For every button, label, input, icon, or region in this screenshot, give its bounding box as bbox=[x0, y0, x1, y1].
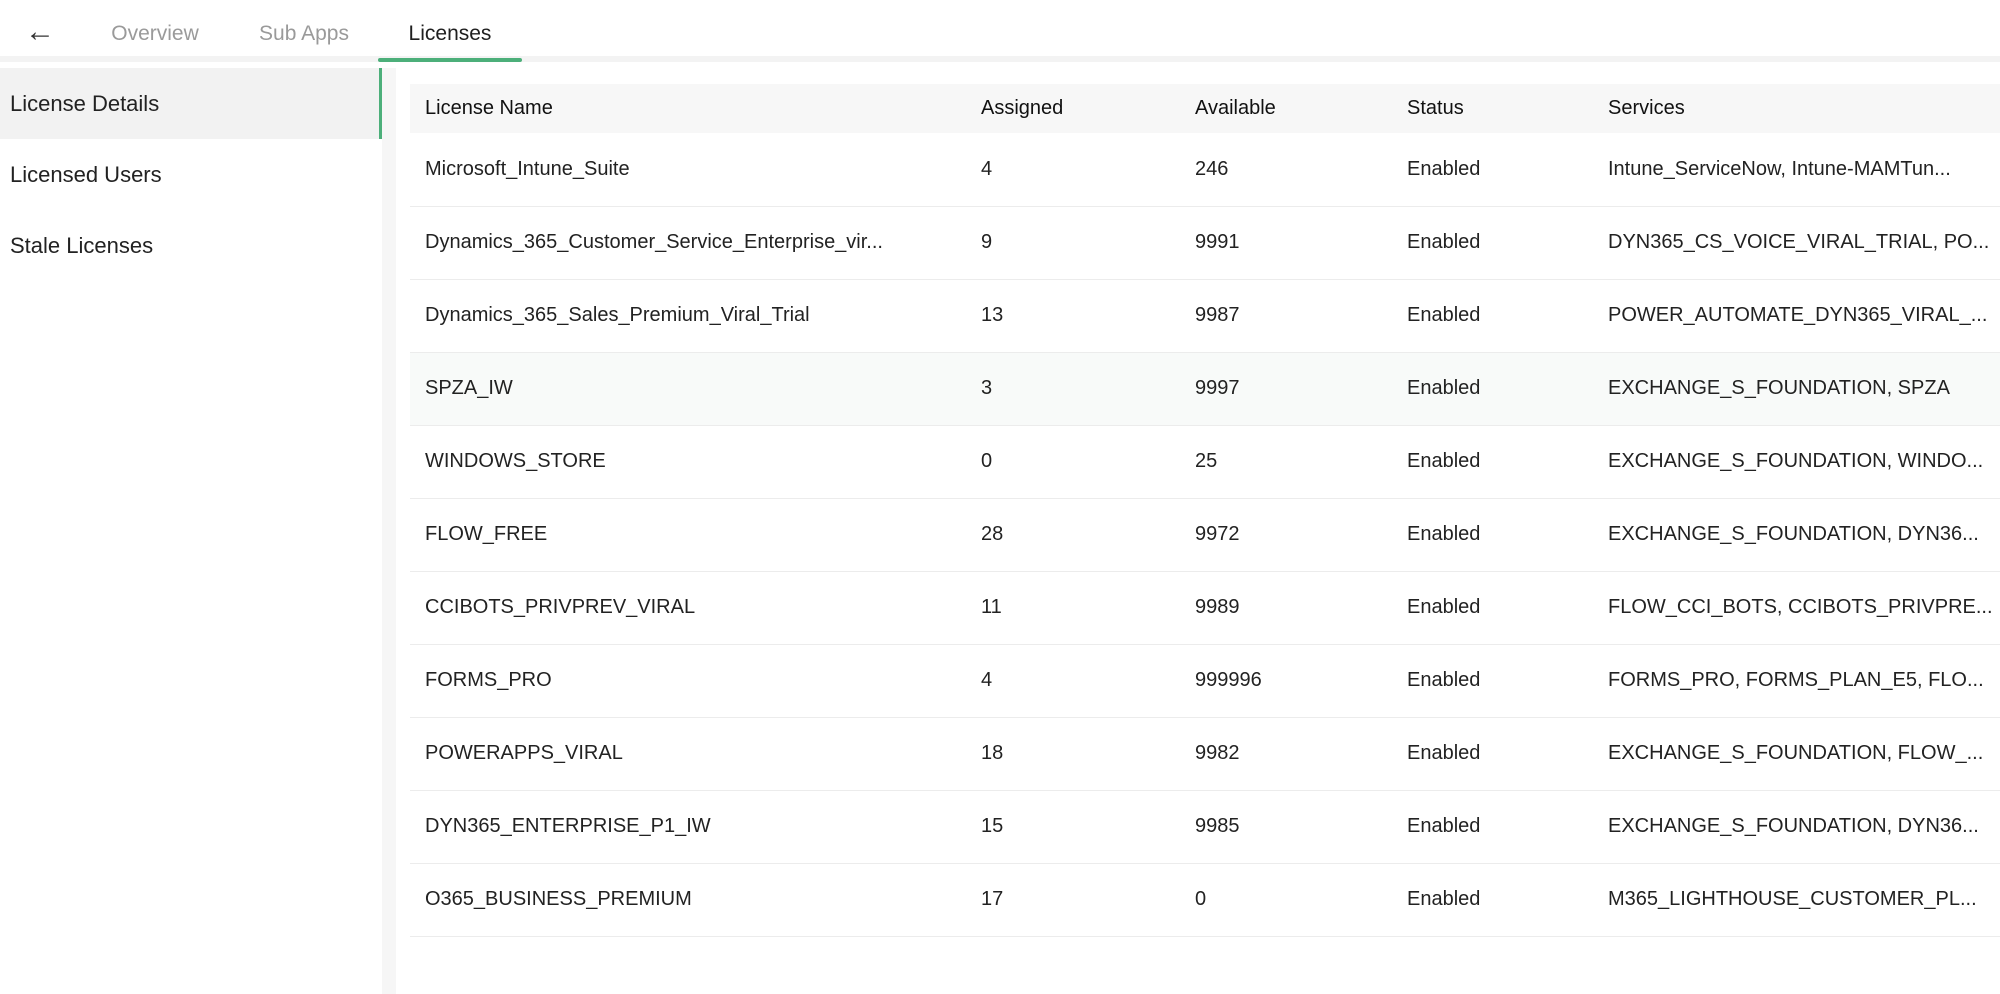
panel-divider bbox=[382, 68, 396, 994]
status-cell: Enabled bbox=[1392, 790, 1593, 864]
table-row[interactable]: Dynamics_365_Sales_Premium_Viral_Trial 13… bbox=[410, 279, 2000, 353]
services-cell: Intune_ServiceNow, Intune-MAMTun... bbox=[1593, 133, 2000, 207]
available-cell: 246 bbox=[1180, 133, 1392, 207]
services-cell: DYN365_CS_VOICE_VIRAL_TRIAL, PO... bbox=[1593, 206, 2000, 280]
column-header-status[interactable]: Status bbox=[1407, 97, 1464, 119]
available-cell: 9997 bbox=[1180, 352, 1392, 426]
status-cell: Enabled bbox=[1392, 644, 1593, 718]
license-name-cell: Microsoft_Intune_Suite bbox=[410, 133, 966, 207]
license-name-cell: SPZA_IW bbox=[410, 352, 966, 426]
sidebar-item-license-details[interactable]: License Details bbox=[0, 68, 382, 139]
sidebar: License Details Licensed Users Stale Lic… bbox=[0, 68, 382, 994]
table-row[interactable]: DYN365_ENTERPRISE_P1_IW 15 9985 Enabled EXCH… bbox=[410, 790, 2000, 864]
table-row[interactable]: POWERAPPS_VIRAL 18 9982 Enabled EXCHANGE_S_F… bbox=[410, 717, 2000, 791]
status-cell: Enabled bbox=[1392, 279, 1593, 353]
available-cell: 9987 bbox=[1180, 279, 1392, 353]
services-cell: M365_LIGHTHOUSE_CUSTOMER_PL... bbox=[1593, 863, 2000, 937]
table-row[interactable]: Microsoft_Intune_Suite 4 246 Enabled Intune_… bbox=[410, 133, 2000, 207]
table-row[interactable]: SPZA_IW 3 9997 Enabled EXCHANGE_S_FOUNDATION… bbox=[410, 352, 2000, 426]
license-name-cell: Dynamics_365_Sales_Premium_Viral_Trial bbox=[410, 279, 966, 353]
license-name-cell: O365_BUSINESS_PREMIUM bbox=[410, 863, 966, 937]
column-header-license-name[interactable]: License Name bbox=[425, 97, 553, 119]
sidebar-item-stale-licenses[interactable]: Stale Licenses bbox=[10, 233, 154, 258]
license-name-cell: Dynamics_365_Customer_Service_Enterprise… bbox=[410, 206, 966, 280]
tab-sub-apps[interactable]: Sub Apps bbox=[259, 22, 349, 45]
services-cell: POWER_AUTOMATE_DYN365_VIRAL_... bbox=[1593, 279, 2000, 353]
assigned-cell: 4 bbox=[966, 644, 1180, 718]
column-header-available[interactable]: Available bbox=[1195, 97, 1276, 119]
table-header-row: License Name Assigned Available Status S… bbox=[410, 84, 2000, 133]
table-row[interactable]: FLOW_FREE 28 9972 Enabled EXCHANGE_S_FOUNDAT… bbox=[410, 498, 2000, 572]
assigned-cell: 15 bbox=[966, 790, 1180, 864]
arrow-left-icon[interactable]: ← bbox=[25, 15, 55, 48]
assigned-cell: 3 bbox=[966, 352, 1180, 426]
column-header-assigned[interactable]: Assigned bbox=[981, 97, 1064, 119]
services-cell: EXCHANGE_S_FOUNDATION, DYN36... bbox=[1593, 790, 2000, 864]
license-name-cell: FLOW_FREE bbox=[410, 498, 966, 572]
top-navigation-bar: ← Overview Sub Apps Licenses bbox=[0, 0, 2000, 62]
assigned-cell: 13 bbox=[966, 279, 1180, 353]
license-name-cell: CCIBOTS_PRIVPREV_VIRAL bbox=[410, 571, 966, 645]
license-name-cell: DYN365_ENTERPRISE_P1_IW bbox=[410, 790, 966, 864]
available-cell: 9972 bbox=[1180, 498, 1392, 572]
main-content: License Name Assigned Available Status S… bbox=[396, 68, 2000, 994]
available-cell: 9985 bbox=[1180, 790, 1392, 864]
licenses-table: License Name Assigned Available Status S… bbox=[410, 84, 2000, 937]
available-cell: 9982 bbox=[1180, 717, 1392, 791]
available-cell: 999996 bbox=[1180, 644, 1392, 718]
status-cell: Enabled bbox=[1392, 498, 1593, 572]
tab-overview[interactable]: Overview bbox=[111, 22, 199, 45]
services-cell: EXCHANGE_S_FOUNDATION, SPZA bbox=[1593, 352, 2000, 426]
table-row[interactable]: CCIBOTS_PRIVPREV_VIRAL 11 9989 Enabled FLOW_… bbox=[410, 571, 2000, 645]
license-name-cell: FORMS_PRO bbox=[410, 644, 966, 718]
sidebar-item-licensed-users[interactable]: Licensed Users bbox=[10, 162, 162, 187]
license-name-cell: WINDOWS_STORE bbox=[410, 425, 966, 499]
assigned-cell: 4 bbox=[966, 133, 1180, 207]
status-cell: Enabled bbox=[1392, 425, 1593, 499]
available-cell: 9989 bbox=[1180, 571, 1392, 645]
assigned-cell: 18 bbox=[966, 717, 1180, 791]
available-cell: 9991 bbox=[1180, 206, 1392, 280]
status-cell: Enabled bbox=[1392, 352, 1593, 426]
table-row[interactable]: WINDOWS_STORE 0 25 Enabled EXCHANGE_S_FOUNDA… bbox=[410, 425, 2000, 499]
services-cell: EXCHANGE_S_FOUNDATION, WINDO... bbox=[1593, 425, 2000, 499]
assigned-cell: 28 bbox=[966, 498, 1180, 572]
license-name-cell: POWERAPPS_VIRAL bbox=[410, 717, 966, 791]
available-cell: 25 bbox=[1180, 425, 1392, 499]
services-cell: FORMS_PRO, FORMS_PLAN_E5, FLO... bbox=[1593, 644, 2000, 718]
tab-licenses[interactable]: Licenses bbox=[378, 0, 522, 62]
assigned-cell: 17 bbox=[966, 863, 1180, 937]
assigned-cell: 0 bbox=[966, 425, 1180, 499]
status-cell: Enabled bbox=[1392, 863, 1593, 937]
table-row[interactable]: FORMS_PRO 4 999996 Enabled FORMS_PRO, FORMS_… bbox=[410, 644, 2000, 718]
status-cell: Enabled bbox=[1392, 717, 1593, 791]
table-row[interactable]: O365_BUSINESS_PREMIUM 17 0 Enabled M365_LIGH… bbox=[410, 863, 2000, 937]
status-cell: Enabled bbox=[1392, 206, 1593, 280]
status-cell: Enabled bbox=[1392, 571, 1593, 645]
assigned-cell: 11 bbox=[966, 571, 1180, 645]
assigned-cell: 9 bbox=[966, 206, 1180, 280]
table-row[interactable]: Dynamics_365_Customer_Service_Enterprise… bbox=[410, 206, 2000, 280]
services-cell: FLOW_CCI_BOTS, CCIBOTS_PRIVPRE... bbox=[1593, 571, 2000, 645]
column-header-services[interactable]: Services bbox=[1608, 97, 1685, 119]
available-cell: 0 bbox=[1180, 863, 1392, 937]
services-cell: EXCHANGE_S_FOUNDATION, FLOW_... bbox=[1593, 717, 2000, 791]
services-cell: EXCHANGE_S_FOUNDATION, DYN36... bbox=[1593, 498, 2000, 572]
status-cell: Enabled bbox=[1392, 133, 1593, 207]
